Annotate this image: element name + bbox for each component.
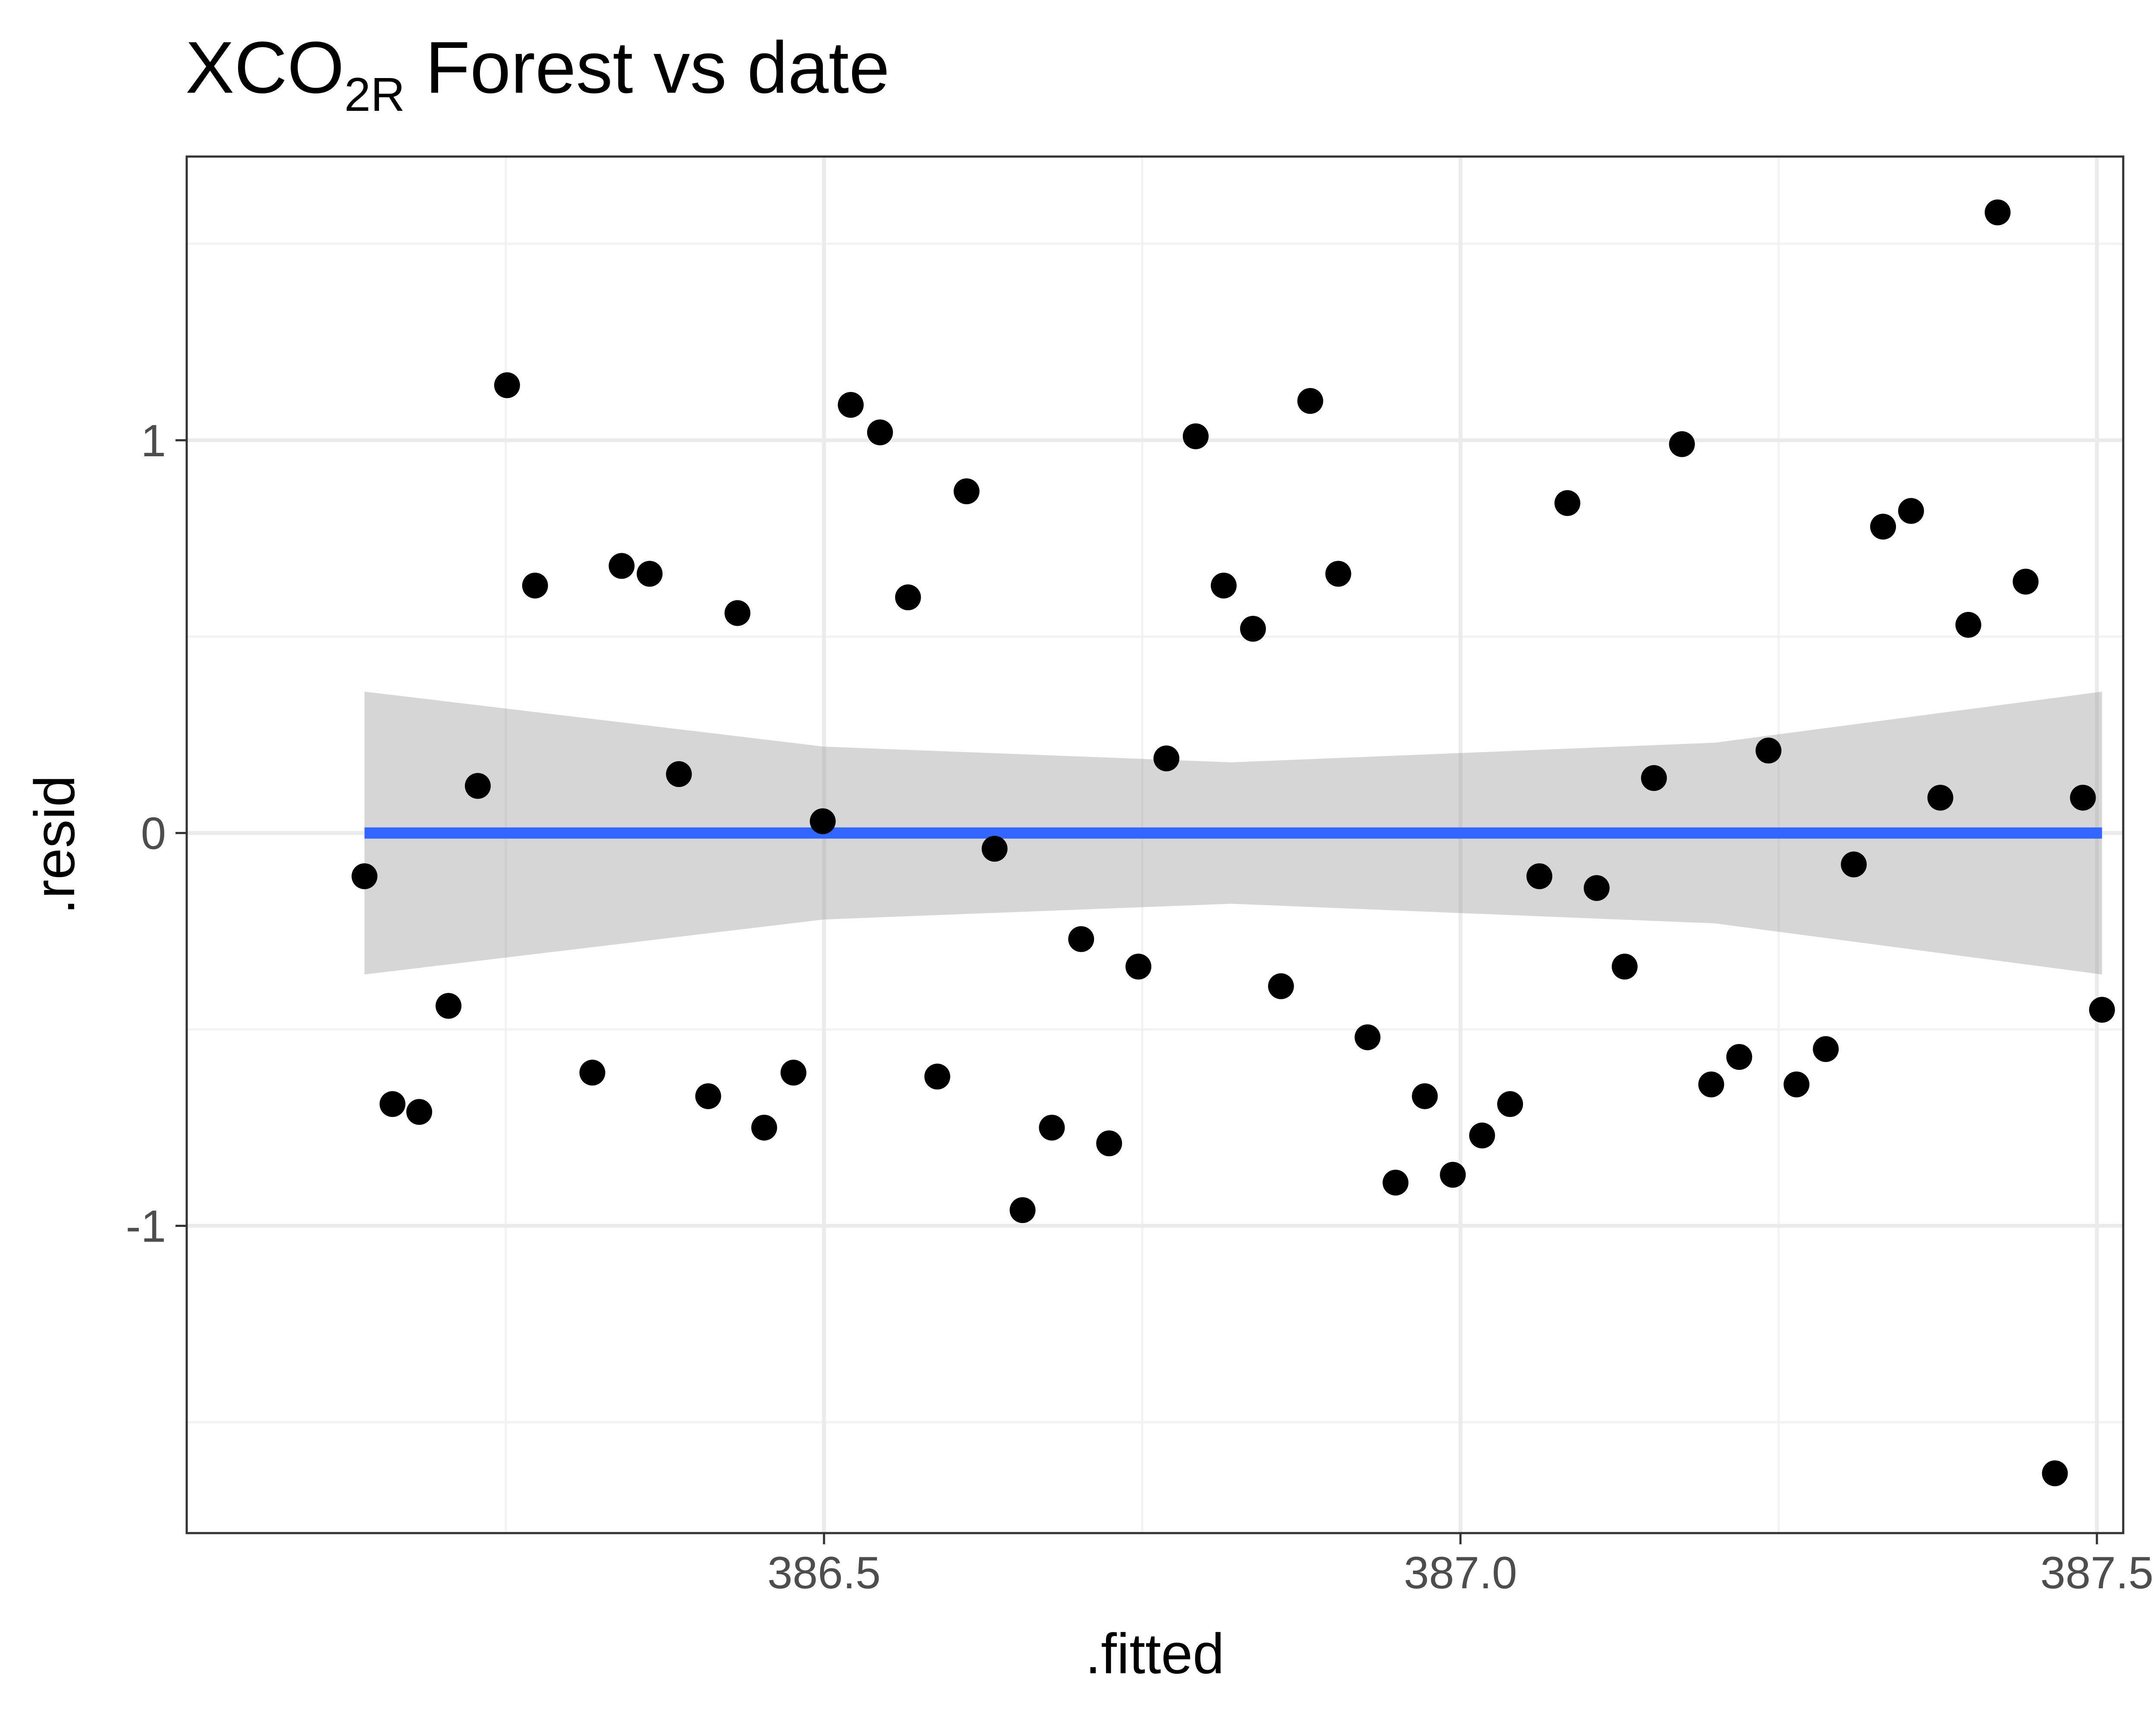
data-point	[1984, 199, 2011, 226]
data-point	[1210, 572, 1237, 599]
data-point	[1325, 561, 1351, 587]
data-point	[494, 372, 520, 398]
data-point	[1412, 1083, 1438, 1109]
data-point	[1755, 737, 1782, 764]
chart-title-main: XCO	[185, 27, 344, 109]
data-point	[1096, 1130, 1122, 1157]
data-point	[1469, 1123, 1495, 1149]
data-point	[837, 392, 864, 418]
data-point	[1182, 423, 1209, 449]
data-point	[895, 584, 921, 611]
data-point	[1669, 431, 1695, 457]
data-point	[1153, 745, 1180, 772]
data-point	[867, 419, 893, 445]
panel-border	[185, 155, 2125, 1534]
chart-title-rest: Forest vs date	[405, 27, 890, 109]
data-point	[2089, 997, 2115, 1023]
data-point	[1554, 490, 1580, 516]
data-point	[379, 1091, 406, 1117]
data-point	[1268, 973, 1294, 999]
data-point	[1583, 875, 1610, 901]
data-point	[1841, 851, 1867, 878]
data-point	[406, 1099, 432, 1125]
x-axis-ticks: 386.5 387.0 387.5	[768, 1532, 2154, 1598]
data-point	[2042, 1460, 2068, 1487]
y-tick-label: 1	[141, 416, 166, 466]
y-tick-label: 0	[141, 809, 166, 859]
data-point	[1641, 765, 1667, 791]
data-point	[1039, 1114, 1065, 1141]
data-point	[1698, 1071, 1724, 1098]
data-point	[1297, 388, 1323, 414]
data-point	[1813, 1036, 1839, 1062]
data-points	[351, 199, 2115, 1487]
data-point	[636, 561, 663, 587]
data-point	[522, 572, 548, 599]
minor-gridlines	[188, 157, 2122, 1532]
data-point	[608, 553, 635, 579]
x-tick-label: 387.5	[2040, 1548, 2154, 1598]
data-point	[1870, 514, 1896, 540]
chart-title-subscript: 2R	[344, 68, 405, 121]
data-point	[981, 836, 1008, 862]
data-point	[780, 1060, 807, 1086]
data-point	[1240, 616, 1266, 642]
data-point	[924, 1063, 950, 1090]
data-point	[751, 1114, 777, 1141]
data-point	[1068, 926, 1094, 952]
data-point	[2012, 568, 2039, 595]
data-point	[810, 808, 836, 834]
y-axis-title: .resid	[23, 775, 86, 915]
data-point	[1783, 1071, 1810, 1098]
data-point	[724, 600, 751, 626]
chart-title: XCO2R Forest vs date	[185, 27, 890, 121]
data-point	[666, 761, 692, 787]
data-point	[1898, 498, 1924, 524]
data-point	[1497, 1091, 1523, 1117]
data-point	[953, 478, 980, 505]
data-point	[1009, 1197, 1036, 1223]
data-point	[1955, 612, 1981, 638]
data-point	[579, 1060, 605, 1086]
data-point	[2070, 784, 2096, 811]
data-point	[1125, 953, 1152, 980]
x-tick-label: 387.0	[1404, 1548, 1517, 1598]
data-point	[1526, 863, 1552, 889]
data-point	[1382, 1170, 1409, 1196]
x-tick-label: 386.5	[768, 1548, 881, 1598]
data-point	[436, 993, 462, 1019]
data-point	[1440, 1162, 1466, 1188]
data-point	[1927, 784, 1953, 811]
data-point	[1726, 1044, 1752, 1070]
y-tick-label: -1	[126, 1201, 166, 1252]
x-axis-title: .fitted	[1085, 1622, 1225, 1685]
data-point	[1354, 1024, 1381, 1051]
y-axis-ticks: -1 0 1	[126, 416, 188, 1252]
data-point	[1611, 953, 1638, 980]
data-point	[465, 773, 491, 799]
data-point	[695, 1083, 721, 1109]
data-point	[351, 863, 378, 889]
